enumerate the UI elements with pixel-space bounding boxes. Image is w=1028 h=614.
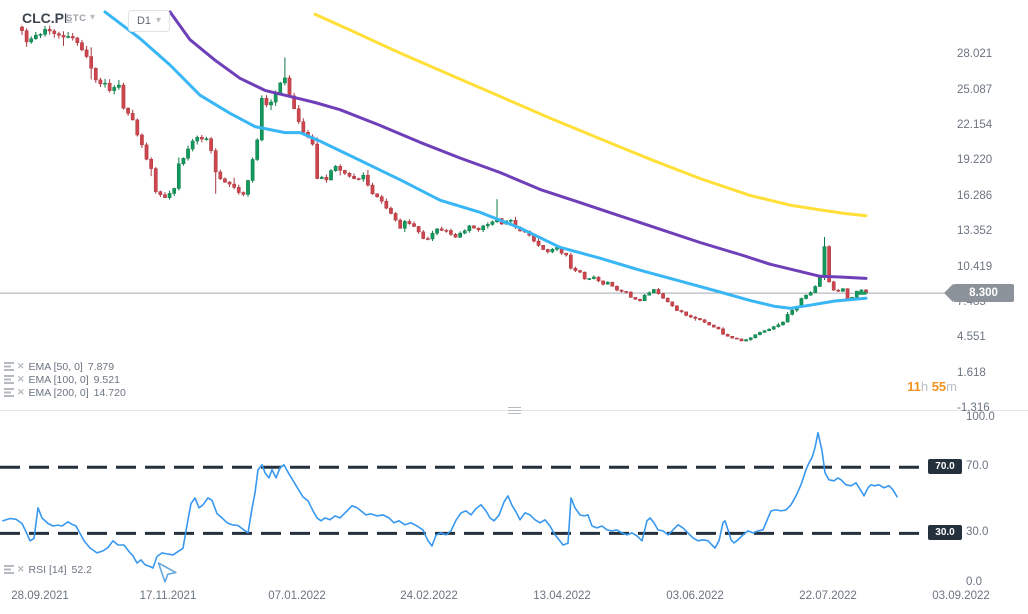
rsi-legend: ✕ RSI [14] 52.2 bbox=[4, 563, 92, 576]
date-axis-label: 07.01.2022 bbox=[268, 590, 326, 602]
rsi-line bbox=[2, 431, 898, 569]
indicator-legend-row: ✕ EMA [100, 0] 9.521 bbox=[4, 373, 126, 386]
rsi-tick-label: 70.0 bbox=[966, 460, 989, 472]
rsi-tick-label: 30.0 bbox=[966, 526, 989, 538]
mouse-cursor bbox=[157, 562, 177, 583]
current-price-value: 8.300 bbox=[953, 284, 1014, 302]
last-price-marker bbox=[858, 291, 867, 295]
price-tick-label: 19.220 bbox=[957, 154, 993, 166]
date-axis-label: 13.04.2022 bbox=[533, 590, 591, 602]
rsi-tick-label: 0.0 bbox=[966, 576, 982, 588]
indicator-value: 7.879 bbox=[87, 360, 115, 373]
chevron-down-icon[interactable]: ▾ bbox=[90, 12, 96, 23]
price-tick-label: 13.352 bbox=[957, 225, 993, 237]
indicator-settings-icon[interactable] bbox=[4, 362, 15, 371]
symbol-label: CLC.PL bbox=[20, 10, 75, 26]
indicator-label: RSI [14] bbox=[28, 563, 67, 576]
indicator-value: 9.521 bbox=[93, 373, 120, 386]
countdown-minutes: 55 bbox=[931, 379, 947, 394]
chevron-down-icon: ▾ bbox=[156, 15, 162, 26]
ema200-line bbox=[313, 12, 868, 218]
indicator-remove-icon[interactable]: ✕ bbox=[17, 564, 25, 574]
indicator-settings-icon[interactable] bbox=[4, 375, 15, 384]
timeframe-dropdown[interactable]: D1 ▾ bbox=[128, 10, 170, 32]
current-price-badge: 8.300 bbox=[944, 284, 1014, 302]
indicator-tag-label: STC bbox=[66, 13, 87, 24]
indicator-legend: ✕ EMA [50, 0] 7.879 ✕ EMA [100, 0] 9.521 ✕ EMA … bbox=[4, 360, 126, 399]
ema100-line bbox=[168, 10, 868, 280]
panel-resize-handle[interactable] bbox=[508, 407, 521, 416]
indicator-legend-row: ✕ EMA [200, 0] 14.720 bbox=[4, 386, 126, 399]
indicator-value: 52.2 bbox=[71, 563, 92, 576]
indicator-value: 14.720 bbox=[93, 386, 126, 399]
date-axis-label: 24.02.2022 bbox=[400, 590, 458, 602]
indicator-remove-icon[interactable]: ✕ bbox=[17, 361, 25, 371]
indicator-legend-row: ✕ EMA [50, 0] 7.879 bbox=[4, 360, 126, 373]
rsi-tick-label: 100.0 bbox=[966, 411, 995, 423]
ema50-line bbox=[103, 10, 868, 310]
price-tick-label: 28.021 bbox=[957, 48, 993, 60]
indicator-remove-icon[interactable]: ✕ bbox=[17, 374, 25, 384]
price-tick-label: 22.154 bbox=[957, 119, 993, 131]
candle-countdown: 11h 55m bbox=[845, 379, 957, 394]
indicator-settings-icon[interactable] bbox=[4, 565, 15, 574]
countdown-minutes-unit: m bbox=[946, 379, 957, 394]
date-axis-label: 28.09.2021 bbox=[11, 590, 69, 602]
price-tick-label: 10.419 bbox=[957, 261, 993, 273]
badge-arrow-icon bbox=[944, 284, 953, 302]
indicator-label: EMA [200, 0] bbox=[28, 386, 89, 399]
date-axis-label: 03.06.2022 bbox=[666, 590, 724, 602]
timeframe-value: D1 bbox=[136, 15, 152, 27]
date-axis-label: 03.09.2022 bbox=[932, 590, 990, 602]
indicator-label: EMA [100, 0] bbox=[28, 373, 89, 386]
countdown-hours: 11 bbox=[907, 379, 921, 394]
indicator-settings-icon[interactable] bbox=[4, 388, 15, 397]
price-tick-label: 4.551 bbox=[957, 331, 986, 343]
price-tick-label: 1.618 bbox=[957, 367, 986, 379]
indicator-remove-icon[interactable]: ✕ bbox=[17, 387, 25, 397]
indicator-label: EMA [50, 0] bbox=[28, 360, 83, 373]
date-axis-label: 17.11.2021 bbox=[139, 590, 197, 602]
date-axis-label: 22.07.2022 bbox=[799, 590, 857, 602]
price-tick-label: 16.286 bbox=[957, 190, 993, 202]
countdown-hours-unit: h bbox=[920, 379, 929, 394]
price-tick-label: -1.316 bbox=[957, 402, 990, 414]
rsi-level-badge: 30.0 bbox=[928, 525, 962, 540]
rsi-legend-row: ✕ RSI [14] 52.2 bbox=[4, 563, 92, 576]
rsi-level-badge: 70.0 bbox=[928, 459, 962, 474]
price-tick-label: 25.087 bbox=[957, 84, 993, 96]
